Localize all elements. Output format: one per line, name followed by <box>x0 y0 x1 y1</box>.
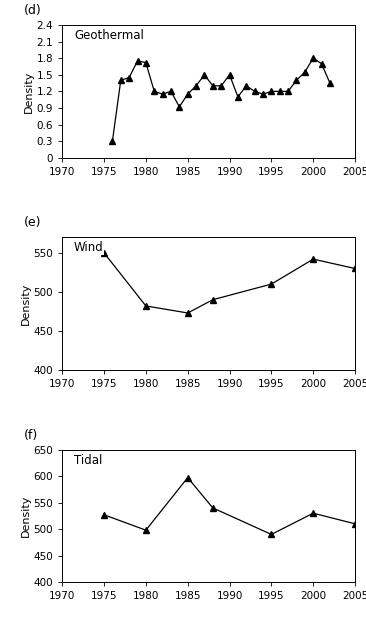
Text: (d): (d) <box>24 4 42 17</box>
Y-axis label: Density: Density <box>24 70 34 113</box>
Y-axis label: Density: Density <box>20 282 31 325</box>
Text: (f): (f) <box>24 429 38 441</box>
Text: (e): (e) <box>24 217 42 229</box>
Y-axis label: Density: Density <box>20 495 31 537</box>
Text: Wind: Wind <box>74 241 104 254</box>
Text: Tidal: Tidal <box>74 453 102 466</box>
Text: Geothermal: Geothermal <box>74 29 144 42</box>
